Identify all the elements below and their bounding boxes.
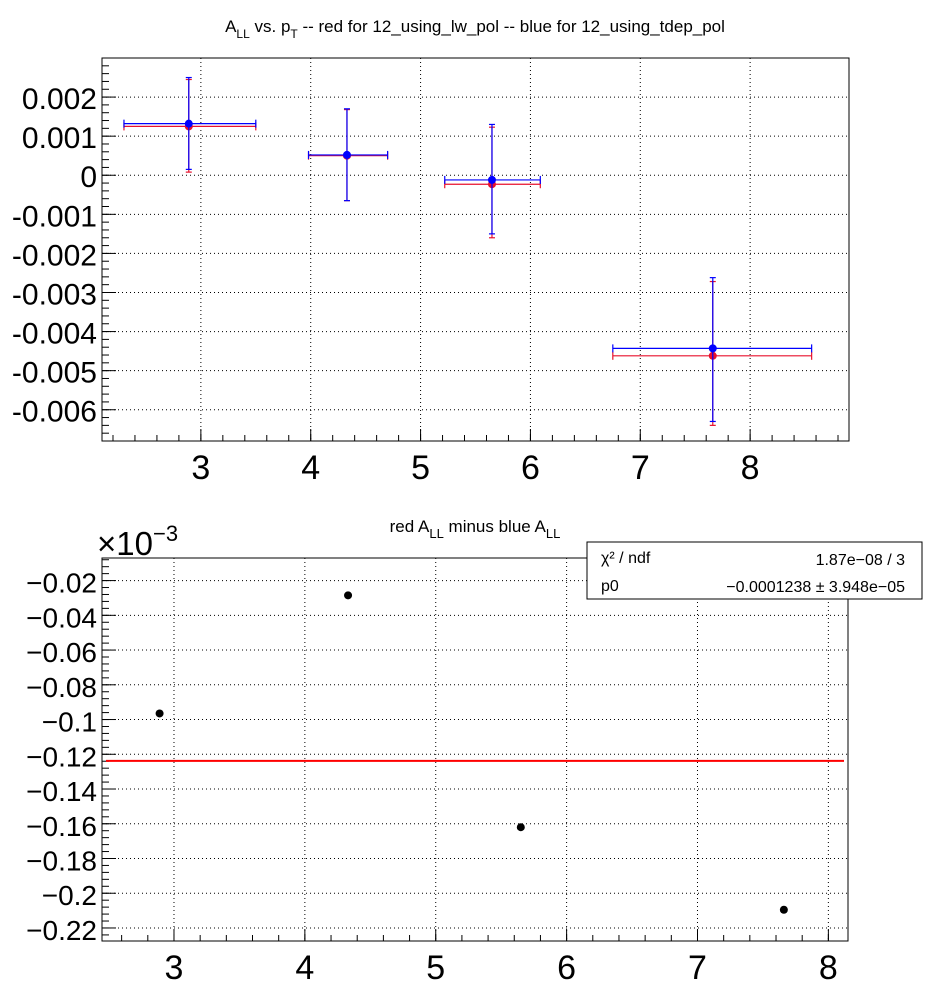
data-marker: [708, 344, 717, 353]
y-tick-label: −0.16: [26, 811, 97, 842]
bottom-panel: red ALL minus blue ALL ×10−3 3 4 5 6 7 8 −0.02…: [26, 517, 923, 987]
blue-series-point: [444, 123, 541, 235]
y-tick-label: -0.006: [12, 396, 97, 429]
y-tick-label: −0.2: [42, 880, 97, 911]
y-tick-label: −0.18: [26, 845, 97, 876]
data-marker: [487, 175, 496, 184]
blue-series-point: [612, 277, 813, 423]
x-tick-label: 8: [819, 949, 838, 987]
p0-value: −0.0001238 ± 3.948e−05: [726, 579, 905, 596]
top-panel: ALL vs. pT -- red for 12_using_lw_pol --…: [12, 17, 850, 487]
y-tick-label: -0.004: [12, 318, 97, 351]
difference-point: [779, 905, 788, 914]
y-tick-label: −0.06: [26, 637, 97, 668]
x-tick-label: 8: [741, 449, 760, 487]
y-tick-label: 0: [80, 161, 97, 194]
x-tick-label: 6: [521, 449, 540, 487]
x-tick-label: 6: [557, 949, 576, 987]
stats-box-frame: [586, 541, 923, 600]
p0-label: p0: [601, 578, 619, 595]
y-tick-label: -0.005: [12, 357, 97, 390]
y-tick-label: −0.02: [26, 568, 97, 599]
x-tick-label: 5: [411, 449, 430, 487]
x-tick-label: 7: [631, 449, 650, 487]
x-tick-label: 3: [191, 449, 210, 487]
x-tick-label: 4: [301, 449, 320, 487]
top-data-marks: [123, 76, 813, 426]
y-tick-label: 0.001: [22, 122, 97, 155]
chi2-value: 1.87e−08 / 3: [816, 552, 906, 569]
y-tick-label: -0.003: [12, 278, 97, 311]
x-tick-label: 3: [165, 949, 184, 987]
y-tick-label: −0.12: [26, 741, 97, 772]
chi2-label: χ² / ndf: [601, 550, 651, 567]
top-chart-title: ALL vs. pT -- red for 12_using_lw_pol --…: [225, 17, 725, 41]
y-tick-label: −0.22: [26, 915, 97, 946]
fit-stats-box: χ² / ndf 1.87e−08 / 3 p0 −0.0001238 ± 3.…: [586, 541, 923, 600]
difference-point: [516, 823, 525, 832]
data-marker: [342, 150, 351, 159]
y-tick-label: −0.08: [26, 672, 97, 703]
y-tick-label: −0.14: [26, 776, 97, 807]
top-axes: 3 4 5 6 7 8 0.002 0.001 0 -0.001 -0.002 -0.003 -0.00…: [12, 57, 839, 487]
y-tick-label: -0.002: [12, 239, 97, 272]
difference-point: [344, 591, 353, 600]
x-tick-label: 5: [426, 949, 445, 987]
y-tick-label: −0.04: [26, 602, 97, 633]
bottom-data-marks: [106, 591, 844, 914]
blue-series-point: [307, 108, 389, 202]
difference-point: [155, 709, 164, 718]
blue-series-point: [123, 76, 257, 170]
y-tick-label: -0.001: [12, 200, 97, 233]
data-marker: [184, 119, 193, 128]
bottom-grid: [102, 558, 848, 941]
bottom-plot-frame: [101, 557, 849, 942]
axis-multiplier: ×10−3: [97, 521, 178, 562]
x-tick-label: 7: [688, 949, 707, 987]
x-tick-label: 4: [295, 949, 314, 987]
top-plot-frame: [101, 57, 850, 442]
bottom-axes: 3 4 5 6 7 8 −0.02−0.04 −0.06 −0.08 −0.1−0.12 −0.14…: [26, 559, 838, 987]
top-grid: [102, 58, 849, 441]
y-tick-label: −0.1: [42, 707, 97, 738]
y-tick-label: 0.002: [22, 83, 97, 116]
bottom-chart-title: red ALL minus blue ALL: [390, 517, 561, 541]
